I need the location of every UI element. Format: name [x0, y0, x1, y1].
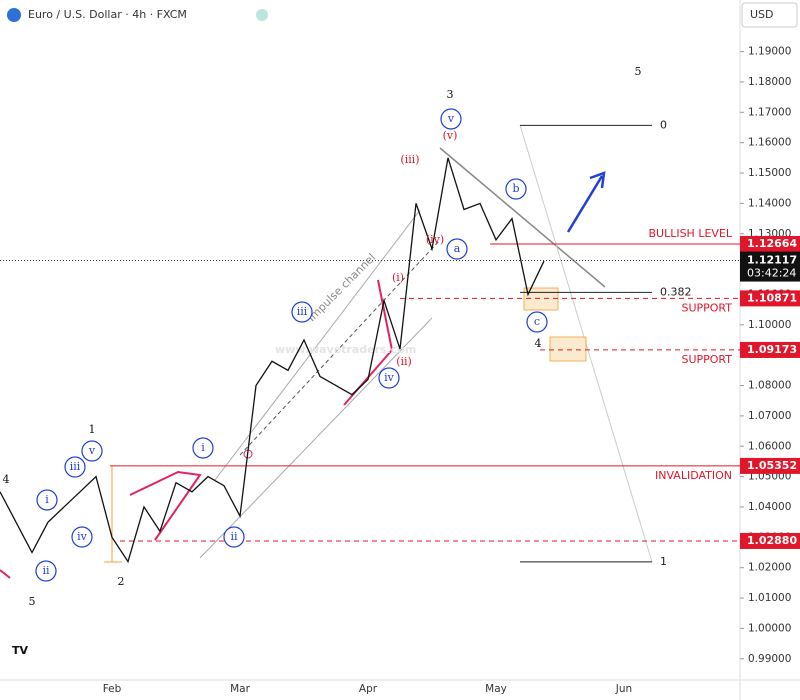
channel-line	[214, 209, 421, 481]
y-tick-label: 1.16000	[748, 137, 791, 149]
wave-line	[0, 569, 11, 579]
price-tag	[740, 341, 800, 358]
y-tick-label: 1.15000	[748, 167, 791, 179]
y-tick-label: 1.07000	[748, 410, 791, 422]
y-tick-label: 1.18000	[748, 76, 791, 88]
target-box	[549, 336, 587, 362]
countdown: 03:42:24	[747, 267, 796, 280]
wave-label: (ii)	[396, 355, 412, 368]
wave-label: v	[447, 112, 455, 125]
y-tick-label: 0.99000	[748, 653, 791, 665]
wave-circle	[192, 437, 214, 459]
wave-label: iv	[77, 530, 88, 543]
logo: TV	[12, 644, 29, 657]
wave-label: (iv)	[426, 233, 444, 246]
wave-label: 5	[29, 595, 36, 608]
price-tag	[740, 532, 800, 549]
wave-label: 3	[447, 88, 454, 101]
currency-button[interactable]	[741, 2, 798, 28]
wave-label: i	[45, 493, 49, 506]
currency-label: USD	[750, 8, 774, 21]
wave-label: 2	[118, 575, 125, 588]
x-tick-label: Feb	[103, 683, 122, 695]
wave-label: iii	[70, 460, 81, 473]
y-tick-label: 1.10000	[748, 319, 791, 331]
fib-label: 1	[660, 555, 667, 568]
wave-label: b	[512, 182, 519, 195]
wave-label: 4	[3, 473, 10, 486]
current-price-label: 1.12117	[747, 254, 797, 267]
level-name: SUPPORT	[681, 353, 732, 366]
wave-label: 5	[635, 65, 642, 78]
wave-label: 4	[535, 337, 542, 350]
y-tick-label: 1.08000	[748, 380, 791, 392]
wave-circle	[440, 108, 462, 130]
wave-label: (iii)	[400, 153, 419, 166]
chart-title: Euro / U.S. Dollar · 4h · FXCM	[28, 8, 187, 21]
wave-label: iv	[384, 371, 395, 384]
price-tag-label: 1.09173	[747, 343, 797, 356]
x-tick-label: Apr	[359, 683, 378, 695]
y-tick-label: 1.02000	[748, 562, 791, 574]
price-tag	[740, 457, 800, 474]
wave-label: iii	[297, 305, 308, 318]
y-tick-label: 1.06000	[748, 440, 791, 452]
trend-line	[439, 147, 606, 288]
wave-circle	[526, 311, 548, 333]
wave-circle	[36, 489, 58, 511]
level-name: INVALIDATION	[655, 469, 732, 482]
y-tick-label: 1.17000	[748, 106, 791, 118]
wave-label: (v)	[443, 129, 458, 142]
x-tick-label: May	[485, 683, 507, 695]
arrow-head	[589, 171, 606, 189]
wave-line	[129, 470, 202, 541]
wave-label: i	[201, 441, 205, 454]
price-tag-label: 1.10871	[747, 291, 797, 304]
price-line	[0, 157, 545, 564]
fib-label: 0	[660, 118, 667, 131]
header: Euro / U.S. Dollar · 4h · FXCM USD TV	[7, 2, 798, 657]
watermark: www.wavetraders.com	[275, 343, 416, 356]
wave-circle	[81, 440, 103, 462]
wave-circle	[378, 367, 400, 389]
wave-circle	[64, 456, 86, 478]
price-tag	[740, 235, 800, 252]
level-name: BULLISH LEVEL	[648, 227, 732, 240]
wave-circle	[71, 526, 93, 548]
wave-label: ii	[42, 564, 50, 577]
wave-circle	[291, 301, 313, 323]
x-tick-label: Mar	[230, 683, 250, 695]
target-box	[523, 287, 559, 311]
arrow	[566, 175, 604, 233]
y-tick-label: 1.01000	[748, 592, 791, 604]
y-tick-label: 1.19000	[748, 46, 791, 58]
wave-label: v	[88, 444, 96, 457]
wave-circle	[446, 238, 468, 260]
wave-label: ii	[230, 530, 238, 543]
price-tag-label: 1.12664	[747, 237, 797, 250]
wave-label: 1	[89, 423, 96, 436]
wave-label: a	[454, 242, 461, 255]
y-tick-label: 1.00000	[748, 622, 791, 634]
wave-circle	[505, 178, 527, 200]
price-tag-label: 1.02880	[747, 534, 797, 547]
fib-label: 0.382	[660, 285, 692, 298]
wave-label: c	[534, 315, 540, 328]
y-tick-label: 1.14000	[748, 197, 791, 209]
status-dot	[256, 9, 268, 21]
channel-line	[199, 317, 433, 559]
symbol-icon	[7, 8, 21, 22]
x-tick-label: Jun	[615, 683, 632, 695]
level-name: SUPPORT	[681, 301, 732, 314]
price-tag-label: 1.05352	[747, 459, 797, 472]
current-price-tag	[740, 251, 800, 282]
wave-circle	[35, 560, 57, 582]
y-tick-label: 1.04000	[748, 501, 791, 513]
wave-label: (i)	[392, 271, 404, 284]
price-tag	[740, 290, 800, 307]
wave-circle	[223, 526, 245, 548]
